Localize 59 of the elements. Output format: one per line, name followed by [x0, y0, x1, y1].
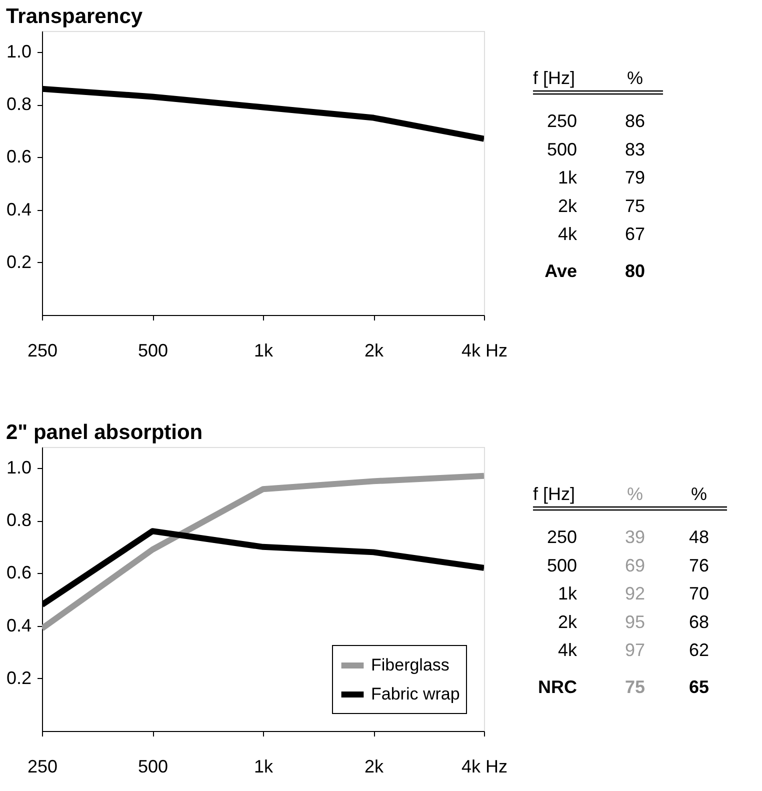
x-tick-label: 4k Hz: [461, 340, 508, 360]
text: 92: [624, 584, 646, 604]
y-tick-label: 0.6: [6, 146, 32, 167]
x-tick-label: 1k: [254, 340, 274, 360]
x-tick-label: 250: [27, 756, 58, 776]
y-tick-label: 1.0: [6, 42, 32, 62]
x-tick-label: 500: [138, 340, 168, 360]
text: 70: [688, 584, 710, 604]
text: 68: [688, 612, 710, 632]
text: 500: [546, 139, 577, 160]
text: 250: [546, 111, 577, 131]
text: 250: [546, 527, 577, 547]
text: 95: [624, 612, 646, 632]
y-tick-label: 0.8: [6, 510, 32, 530]
text: %: [690, 484, 708, 504]
text: 97: [624, 640, 646, 660]
y-tick-label: 0.2: [6, 668, 32, 688]
legend-label: Fiberglass: [371, 656, 450, 674]
y-tick-label: 0.6: [6, 562, 32, 583]
text: 1k: [558, 168, 578, 188]
y-tick-label: 0.4: [6, 199, 32, 220]
text: 86: [624, 111, 646, 131]
text: 79: [624, 168, 646, 188]
text: 1k: [558, 584, 578, 604]
text: 500: [546, 555, 577, 576]
text: 2k: [558, 612, 578, 632]
text: 2k: [558, 196, 578, 216]
text: 83: [624, 139, 646, 160]
y-tick-label: 0.2: [6, 252, 32, 272]
text: 69: [624, 555, 646, 576]
x-tick-label: 2k: [364, 340, 385, 360]
x-tick-label: 500: [138, 756, 168, 776]
x-tick-label: 2k: [364, 756, 385, 776]
x-tick-label: 250: [27, 340, 58, 360]
text: 48: [688, 527, 710, 547]
text: NRC: [538, 677, 577, 697]
text: 75: [624, 196, 646, 216]
text: 80: [624, 261, 646, 281]
x-tick-label: 4k Hz: [461, 756, 508, 776]
text: f [Hz]: [533, 484, 576, 504]
text: 76: [688, 555, 710, 576]
text: 65: [688, 677, 710, 697]
text: 62: [688, 640, 710, 660]
text: 39: [624, 527, 646, 547]
text: %: [626, 484, 644, 504]
y-tick-label: 0.8: [6, 94, 32, 114]
text: f [Hz]: [533, 68, 576, 88]
text: 4k: [558, 224, 578, 244]
legend-label: Fabric wrap: [371, 684, 460, 704]
y-tick-label: 0.4: [6, 615, 32, 636]
chart-title: Transparency: [6, 5, 143, 28]
text: 4k: [558, 640, 578, 660]
chart-title: 2" panel absorption: [6, 421, 203, 444]
text: 67: [624, 224, 646, 244]
y-tick-label: 1.0: [6, 458, 32, 478]
text: Ave: [544, 261, 577, 281]
x-tick-label: 1k: [254, 756, 274, 776]
text: 75: [624, 677, 646, 697]
text: %: [626, 68, 644, 88]
